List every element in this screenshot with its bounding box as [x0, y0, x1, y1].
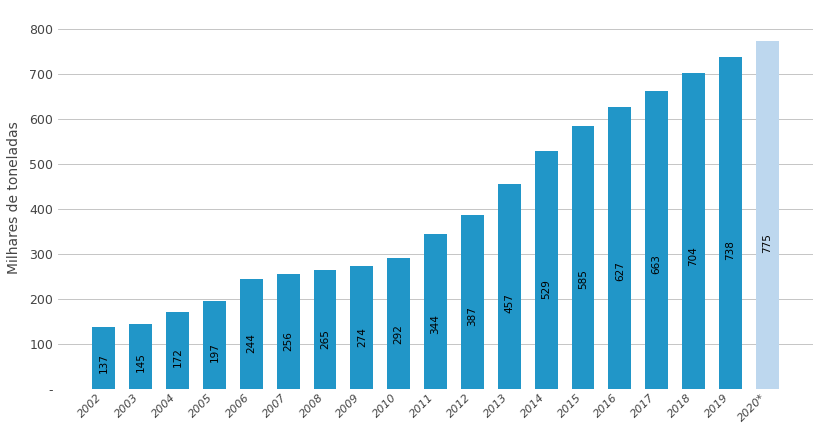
- Text: 172: 172: [172, 347, 183, 366]
- Bar: [681, 73, 704, 389]
- Bar: [460, 215, 483, 389]
- Bar: [387, 258, 410, 389]
- Text: 244: 244: [246, 333, 256, 353]
- Text: 663: 663: [651, 254, 661, 274]
- Text: 457: 457: [504, 293, 514, 313]
- Text: 197: 197: [209, 342, 219, 362]
- Bar: [497, 184, 520, 389]
- Text: 137: 137: [99, 353, 109, 373]
- Bar: [240, 280, 262, 389]
- Bar: [203, 301, 225, 389]
- Text: 738: 738: [725, 240, 735, 260]
- Bar: [423, 234, 446, 389]
- Text: 256: 256: [283, 331, 293, 351]
- Text: 775: 775: [762, 233, 771, 253]
- Bar: [534, 151, 557, 389]
- Bar: [718, 57, 741, 389]
- Bar: [166, 312, 189, 389]
- Bar: [350, 266, 373, 389]
- Text: 585: 585: [577, 269, 587, 289]
- Bar: [93, 328, 115, 389]
- Bar: [129, 324, 152, 389]
- Bar: [645, 91, 667, 389]
- Bar: [755, 41, 778, 389]
- Text: 265: 265: [319, 329, 329, 349]
- Text: 387: 387: [467, 306, 477, 326]
- Bar: [313, 270, 336, 389]
- Text: 529: 529: [541, 279, 550, 299]
- Text: 292: 292: [393, 324, 403, 344]
- Text: 145: 145: [136, 352, 146, 372]
- Text: 344: 344: [430, 314, 440, 334]
- Bar: [276, 274, 299, 389]
- Text: 627: 627: [614, 261, 624, 281]
- Text: 274: 274: [356, 327, 366, 347]
- Text: 704: 704: [688, 246, 698, 266]
- Bar: [608, 107, 631, 389]
- Y-axis label: Milhares de toneladas: Milhares de toneladas: [7, 122, 21, 274]
- Bar: [571, 126, 594, 389]
